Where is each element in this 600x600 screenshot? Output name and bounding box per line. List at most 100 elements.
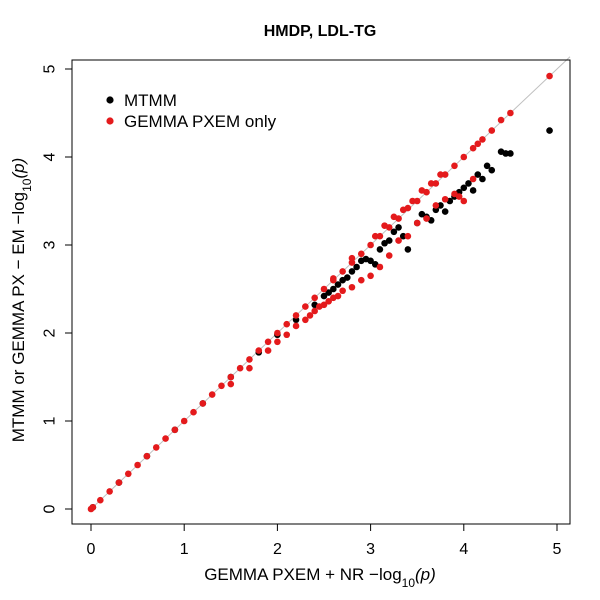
data-point <box>283 320 291 328</box>
data-point <box>311 294 318 302</box>
data-point <box>367 241 374 249</box>
data-point <box>97 496 104 504</box>
data-point <box>357 276 365 284</box>
data-point <box>469 144 477 152</box>
data-point <box>507 109 514 117</box>
data-point <box>348 268 356 275</box>
legend-label-gemma-pxem-only: GEMMA PXEM only <box>124 112 277 131</box>
plot-area <box>71 56 571 525</box>
data-point <box>264 338 272 346</box>
data-point <box>385 237 393 244</box>
data-point <box>451 162 458 170</box>
data-point <box>441 208 449 215</box>
data-point <box>292 312 300 319</box>
data-point <box>413 197 421 205</box>
data-point <box>376 246 384 253</box>
y-tick-label: 3 <box>42 240 59 249</box>
data-point <box>371 232 379 240</box>
data-point <box>441 195 449 203</box>
data-point <box>488 166 496 174</box>
data-point <box>227 380 235 388</box>
x-tick-label: 5 <box>553 541 562 558</box>
data-point <box>190 408 197 416</box>
data-point <box>432 202 440 209</box>
data-point <box>432 180 440 187</box>
data-point <box>199 400 207 407</box>
data-point <box>455 193 463 200</box>
data-point <box>255 347 263 354</box>
data-point <box>208 391 216 398</box>
data-point <box>292 322 300 330</box>
data-point <box>474 171 482 178</box>
data-point <box>395 224 402 231</box>
data-point <box>311 307 318 315</box>
data-point <box>246 364 253 372</box>
data-point <box>460 184 468 192</box>
data-point <box>306 312 314 319</box>
data-point <box>348 283 356 291</box>
data-point <box>404 246 412 253</box>
data-point <box>320 285 328 293</box>
data-point <box>162 435 169 442</box>
x-axis-label: GEMMA PXEM + NR −log10(p) <box>204 565 436 590</box>
data-point <box>274 338 281 346</box>
y-axis-label-subscript: 10 <box>20 178 34 192</box>
y-tick-label: 4 <box>42 152 59 161</box>
data-point <box>348 254 356 262</box>
data-point <box>465 180 472 187</box>
data-point <box>344 274 351 281</box>
data-point <box>418 187 426 194</box>
data-point <box>427 180 435 187</box>
data-point <box>390 213 398 221</box>
legend-swatch-gemma-pxem-only <box>106 117 114 125</box>
data-point <box>227 373 235 381</box>
data-point <box>330 275 337 282</box>
data-point <box>390 228 398 236</box>
x-tick-label: 3 <box>366 541 375 558</box>
data-point <box>236 364 244 372</box>
legend: MTMM GEMMA PXEM only <box>106 91 277 131</box>
x-tick-label: 2 <box>273 541 282 558</box>
y-tick-label: 2 <box>42 328 59 337</box>
data-point <box>339 287 346 295</box>
data-point <box>381 222 388 229</box>
series-layer <box>87 72 553 513</box>
data-point <box>325 289 332 296</box>
y-axis: 0 1 2 3 4 5 <box>42 64 73 513</box>
data-point <box>320 301 328 309</box>
data-point <box>302 316 309 324</box>
legend-swatch-mtmm <box>106 96 114 104</box>
data-point <box>460 153 468 161</box>
y-axis-label: MTMM or GEMMA PX − EM −log10(p) <box>9 158 34 442</box>
x-tick-label: 1 <box>180 541 189 558</box>
x-axis-label-prefix: GEMMA PXEM + NR −log <box>204 565 401 584</box>
data-point <box>469 187 477 194</box>
y-tick-label: 5 <box>42 64 59 73</box>
data-point <box>320 292 328 300</box>
data-point <box>325 298 332 305</box>
data-point <box>437 171 444 178</box>
data-point <box>479 136 486 143</box>
data-point <box>330 285 337 293</box>
data-point <box>143 452 151 460</box>
series-mtmm <box>89 127 553 511</box>
data-point <box>376 263 384 271</box>
y-tick-label: 1 <box>42 416 59 425</box>
x-axis: 0 1 2 3 4 5 <box>87 523 562 558</box>
data-point <box>367 257 374 265</box>
data-point <box>404 232 412 240</box>
data-point <box>423 215 430 222</box>
data-point <box>134 461 141 469</box>
legend-label-mtmm: MTMM <box>124 91 177 110</box>
data-point <box>334 292 342 300</box>
data-point <box>89 503 97 511</box>
x-axis-label-subscript: 10 <box>402 576 416 590</box>
data-point <box>246 356 253 363</box>
data-point <box>488 127 496 134</box>
x-tick-label: 4 <box>459 541 468 558</box>
data-point <box>334 281 342 288</box>
data-point <box>264 347 272 354</box>
data-point <box>283 331 291 339</box>
x-tick-label: 0 <box>87 541 96 558</box>
data-point <box>385 252 393 259</box>
